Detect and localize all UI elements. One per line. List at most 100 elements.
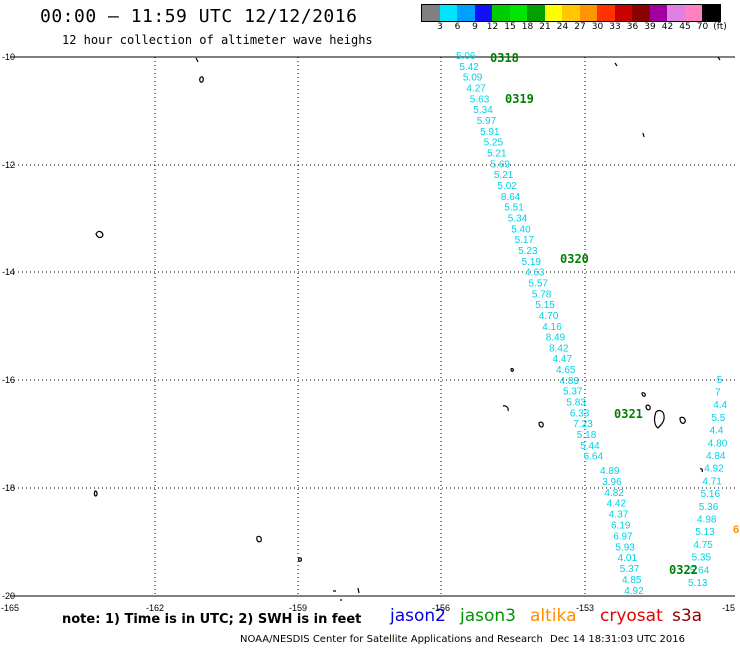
swh-value: 4.4 <box>710 426 724 437</box>
color-scale-label: 42 <box>661 22 674 32</box>
y-tick-label: -12 <box>2 160 15 170</box>
color-swatch <box>684 5 702 21</box>
color-scale-label: 15 <box>504 22 516 32</box>
swh-value: 4.75 <box>693 540 713 551</box>
color-swatch <box>597 5 615 21</box>
swh-value: 4.63 <box>525 268 545 279</box>
y-tick-label: -14 <box>2 267 15 277</box>
swh-value: 4.01 <box>618 553 638 564</box>
color-scale-label: 27 <box>574 22 586 32</box>
legend-altika: altika <box>530 606 577 626</box>
swh-value: 4.92 <box>624 586 644 597</box>
color-swatch <box>527 5 545 21</box>
color-scale-label: 3 <box>437 22 443 32</box>
swh-value: 5.5 <box>711 413 725 424</box>
track-time-label: 0321 <box>614 407 643 421</box>
swh-value: 6.97 <box>613 531 633 542</box>
units-note: note: 1) Time is in UTC; 2) SWH is in fe… <box>62 612 362 627</box>
swh-value: 4.42 <box>607 499 627 510</box>
island-outline <box>256 535 262 543</box>
swh-value: 6.33 <box>570 408 590 419</box>
color-swatch <box>562 5 580 21</box>
x-tick-label: -165 <box>1 603 19 613</box>
track-time-label: 0318 <box>490 51 519 65</box>
legend-s3a: s3a <box>672 606 703 626</box>
color-swatch <box>474 5 492 21</box>
map-title: 00:00 – 11:59 UTC 12/12/2016 <box>40 6 358 27</box>
swh-value: 5.64 <box>690 565 710 576</box>
swh-value: 7 <box>715 388 721 399</box>
swh-value: 4.65 <box>556 365 576 376</box>
island-outline <box>502 405 509 412</box>
swh-value: 5.21 <box>487 149 507 160</box>
color-scale-labels: 3 6 9 12 15 18 21 24 27 30 33 36 39 42 45 70 (ft) <box>421 22 740 34</box>
swh-value: 5.06 <box>456 51 476 62</box>
color-scale-label: 18 <box>521 22 534 32</box>
swh-value: 4.89 <box>600 466 620 477</box>
swh-value: 5.16 <box>701 489 721 500</box>
swh-value: 5.93 <box>615 542 635 553</box>
swh-value: 4.71 <box>702 476 722 487</box>
map-grid <box>10 56 735 597</box>
legend-jason3: jason3 <box>460 606 516 626</box>
swh-value: 5.13 <box>688 578 708 589</box>
swh-value: 8.64 <box>501 192 521 203</box>
color-scale-label: 21 <box>539 22 551 32</box>
color-scale-label: 6 <box>454 22 461 32</box>
track-time-label: 0322 <box>669 563 698 577</box>
swh-value: 4.83 <box>560 376 580 387</box>
y-tick-label: -20 <box>2 591 15 601</box>
swh-value: 4.82 <box>604 488 624 499</box>
island-outline <box>614 62 618 67</box>
color-scale-label: 9 <box>472 22 478 32</box>
legend-cryosat: cryosat <box>600 606 663 626</box>
island-outline <box>653 410 665 429</box>
swh-value: 5.91 <box>480 127 500 138</box>
island-outline <box>679 416 686 424</box>
island-outline <box>699 468 703 473</box>
island-outline <box>333 587 360 601</box>
y-tick-label: -10 <box>2 52 15 62</box>
swh-value: 5.25 <box>484 138 504 149</box>
y-tick-label: -16 <box>2 375 15 385</box>
swh-value: 7.23 <box>573 419 593 430</box>
island-outline <box>510 368 514 372</box>
swh-value: 4.85 <box>622 575 642 586</box>
swh-value: 5.42 <box>459 62 479 73</box>
swh-value: 8.42 <box>549 343 569 354</box>
x-tick-label: -156 <box>432 603 450 613</box>
island-outline <box>645 404 651 411</box>
swh-value: 5.51 <box>504 203 524 214</box>
swh-value: 4.4 <box>713 400 727 411</box>
swh-value: 4.27 <box>466 84 486 95</box>
swh-value: 5.37 <box>563 387 583 398</box>
swh-value: 5.15 <box>535 300 555 311</box>
x-tick-label: -153 <box>576 603 594 613</box>
swh-value: 4.37 <box>609 510 629 521</box>
generated-timestamp: Dec 14 18:31:03 UTC 2016 <box>550 634 685 645</box>
map-subtitle: 12 hour collection of altimeter wave hei… <box>62 33 373 47</box>
island-outline <box>93 490 98 497</box>
swh-value: 5.23 <box>518 246 538 257</box>
altimeter-tracks: 5.065.425.094.275.635.345.975.915.255.21… <box>456 51 728 597</box>
axis-tick-labels: -10 -12 -14 -16 -18 -20 -165 -162 -159 -156 -153 -1… <box>1 52 735 613</box>
color-scale-label: 12 <box>486 22 499 32</box>
swh-value: 3.96 <box>602 477 622 488</box>
altika-track-value: 6 <box>733 524 739 536</box>
swh-value: 4.16 <box>542 322 562 333</box>
swh-value: 5.78 <box>532 289 552 300</box>
island-outline <box>95 230 104 239</box>
color-scale-label: 45 <box>679 22 691 32</box>
swh-value: 5.02 <box>497 181 517 192</box>
color-scale-label: 33 <box>609 22 621 32</box>
color-swatch <box>649 5 667 21</box>
swh-value: 4.47 <box>553 354 573 365</box>
swh-value: 5.17 <box>515 235 535 246</box>
color-scale-label: 24 <box>556 22 569 32</box>
color-swatch <box>632 5 650 21</box>
wave-height-color-scale <box>421 4 721 22</box>
swh-value: 4.98 <box>697 515 717 526</box>
swh-value: 5.18 <box>577 430 597 441</box>
track-time-label: 0319 <box>505 92 534 106</box>
swh-value: 5.69 <box>491 159 511 170</box>
